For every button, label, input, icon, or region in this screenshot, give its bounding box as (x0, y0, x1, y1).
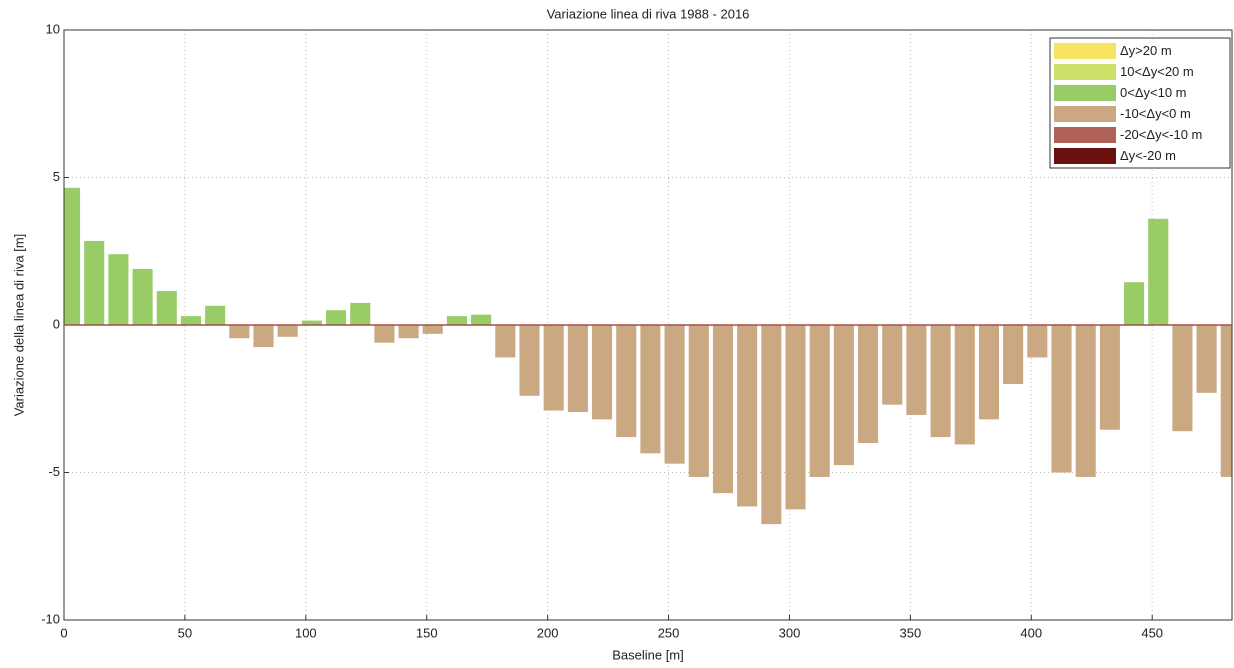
bar (350, 302, 371, 325)
bar (205, 305, 226, 325)
bar (180, 316, 201, 325)
x-tick-label: 150 (416, 625, 438, 640)
bar (229, 325, 250, 339)
legend-swatch (1054, 106, 1116, 122)
bar (640, 325, 661, 454)
bar (833, 325, 854, 466)
bar (543, 325, 564, 411)
legend-label: 0<Δy<10 m (1120, 85, 1187, 100)
bar (132, 268, 153, 325)
bar (446, 316, 467, 325)
y-tick-label: 0 (53, 316, 60, 331)
legend-box (1049, 37, 1231, 169)
bar (712, 325, 734, 494)
bar (1027, 325, 1048, 358)
bar (277, 325, 298, 337)
bar (398, 325, 419, 339)
bar (906, 325, 927, 415)
x-tick-label: 300 (779, 625, 801, 640)
bar (1003, 325, 1024, 384)
legend-swatch (1054, 43, 1116, 59)
legend: Δy>20 m 10<Δy<20 m 0<Δy<10 m -10<Δy<0 m -20<… (1049, 37, 1231, 169)
bar (1099, 325, 1120, 430)
bar (978, 325, 1000, 420)
bar (761, 325, 782, 525)
bar (374, 325, 395, 343)
bar (519, 325, 540, 396)
bar (422, 325, 443, 334)
bar (954, 325, 975, 445)
x-tick-label: 400 (1020, 625, 1042, 640)
y-tick-label: 5 (53, 169, 60, 184)
bar (882, 325, 903, 405)
legend-swatch (1054, 127, 1116, 143)
x-tick-label: 100 (295, 625, 317, 640)
chart-title: Variazione linea di riva 1988 - 2016 (547, 6, 750, 21)
bar (616, 325, 637, 438)
bar (664, 325, 685, 464)
legend-swatch (1054, 64, 1116, 80)
bar (930, 325, 951, 438)
bar (1196, 325, 1217, 393)
bars (64, 187, 1232, 525)
legend-swatch (1054, 85, 1116, 101)
bar (1148, 218, 1169, 325)
bar (84, 240, 105, 325)
bar (809, 325, 830, 477)
y-tick-label: -5 (48, 464, 60, 479)
bar (1051, 325, 1072, 473)
bar (108, 254, 129, 325)
x-tick-label: 350 (900, 625, 922, 640)
bar (688, 325, 709, 477)
bar (326, 310, 347, 325)
legend-label: Δy<-20 m (1120, 148, 1176, 163)
bar (471, 314, 492, 325)
bar (156, 291, 177, 325)
x-tick-label: 50 (178, 625, 192, 640)
y-axis-label: Variazione della linea di riva [m] (11, 234, 26, 417)
legend-swatch (1054, 148, 1116, 164)
legend-label: Δy>20 m (1120, 43, 1172, 58)
bar (567, 325, 588, 413)
bar (1075, 325, 1096, 477)
bar (737, 325, 758, 507)
x-tick-label: 200 (537, 625, 559, 640)
legend-label: -20<Δy<-10 m (1120, 127, 1202, 142)
bar (1220, 325, 1232, 477)
bar (592, 325, 613, 420)
x-tick-label: 0 (60, 625, 67, 640)
bar (495, 325, 516, 358)
legend-label: -10<Δy<0 m (1120, 106, 1191, 121)
bar (1124, 282, 1145, 325)
bar (301, 320, 322, 325)
bar (253, 325, 274, 348)
x-tick-label: 450 (1141, 625, 1163, 640)
x-axis-label: Baseline [m] (612, 647, 684, 662)
bar (785, 325, 806, 510)
bar (64, 187, 81, 325)
y-tick-label: 10 (46, 21, 60, 36)
bar (1172, 325, 1193, 432)
legend-label: 10<Δy<20 m (1120, 64, 1194, 79)
bar (858, 325, 879, 443)
x-tick-label: 250 (658, 625, 680, 640)
y-tick-label: -10 (41, 611, 60, 626)
